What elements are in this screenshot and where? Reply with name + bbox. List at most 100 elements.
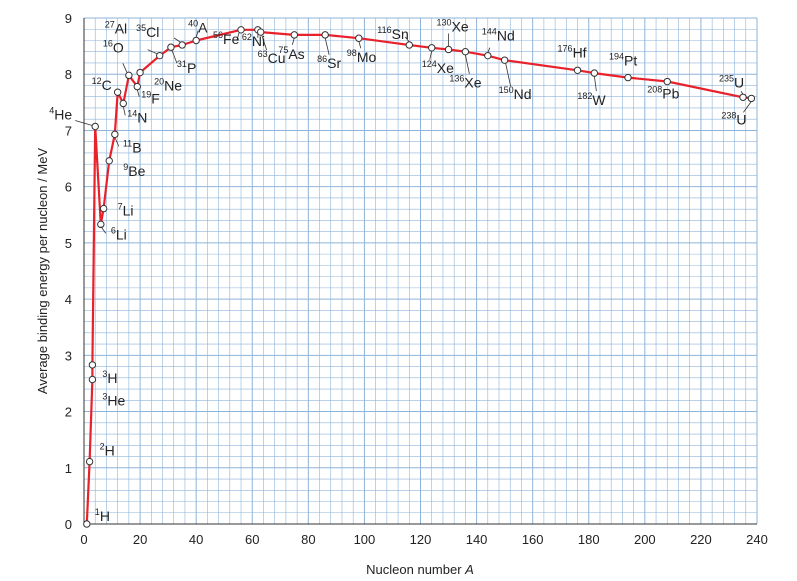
leader-line [261,34,268,51]
mass-number: 2 [100,442,105,452]
element-symbol: Nd [514,86,532,102]
leader-line [593,76,597,92]
mass-number: 144 [482,27,497,37]
mass-number: 235 [719,73,734,83]
x-tick-label: 40 [189,532,203,547]
element-symbol: Sr [327,55,341,71]
leader-line [505,63,512,87]
element-symbol: U [736,111,746,127]
data-point-86-sr [321,31,329,39]
nuclide-label-14-n: 14N [127,108,147,125]
data-point-238-u [747,94,756,103]
element-symbol: P [187,60,196,76]
data-point-75-as [290,31,299,39]
data-point-235-u [739,93,747,101]
mass-number: 3 [102,392,107,402]
nuclide-label-11-b: 11B [123,138,142,155]
y-tick-label: 0 [65,517,72,532]
mass-number: 11 [123,138,132,148]
nuclide-label-150-nd: 150Nd [499,85,532,102]
mass-number: 9 [123,162,128,172]
mass-number: 208 [647,85,662,95]
element-symbol: H [105,443,115,459]
x-axis-title: Nucleon number A [366,562,474,577]
mass-number: 19 [141,90,151,100]
element-symbol: Mo [357,49,377,65]
mass-number: 75 [278,45,288,55]
data-point-35-cl [178,41,186,49]
mass-number: 98 [347,48,357,58]
data-point-98-mo [355,34,363,42]
element-symbol: O [113,39,124,55]
element-symbol: F [151,91,160,107]
leader-line [147,49,157,55]
mass-number: 150 [499,85,514,95]
element-symbol: Pb [662,86,679,102]
mass-number: 35 [136,23,146,33]
data-point-194-pt [624,73,632,82]
nuclide-label-75-as: 75As [278,45,304,62]
leader-line [358,41,362,49]
mass-number: 130 [437,17,452,27]
nuclide-label-12-c: 12C [92,76,112,93]
y-tick-label: 4 [65,292,72,307]
element-symbol: B [132,139,141,155]
data-point-19-f [133,82,141,91]
leader-line [464,54,470,74]
leader-line [487,47,491,53]
data-point-3-h [88,361,97,369]
mass-number: 56 [213,30,223,40]
data-point-31-p [167,43,175,51]
nuclide-label-98-mo: 98Mo [347,48,377,65]
y-tick-label: 5 [65,236,72,251]
data-point-12-c [113,88,122,96]
mass-number: 124 [422,59,437,69]
data-point-20-ne [136,68,144,77]
data-point-9-be [105,157,113,165]
nuclide-label-20-ne: 20Ne [154,77,182,94]
element-symbol: He [107,393,125,409]
x-tick-label: 80 [301,532,315,547]
element-symbol: Ne [164,78,182,94]
x-tick-label: 160 [522,532,544,547]
element-symbol: Ni [252,33,265,49]
y-tick-labels: 0 1 2 3 4 5 6 7 8 9 [65,11,72,532]
x-tick-label: 140 [466,532,488,547]
nuclide-label-31-p: 31P [177,59,196,76]
data-point-3-he [88,375,97,384]
x-tick-label: 0 [80,532,87,547]
leader-line [114,137,120,147]
element-symbol: Sn [392,26,409,42]
element-symbol: Al [115,21,127,37]
leader-line [75,120,93,126]
data-point-208-pb [663,77,671,86]
element-symbol: H [100,508,110,524]
nuclide-label-176-hf: 176Hf [558,43,587,60]
data-points [83,26,756,528]
element-symbol: C [102,77,112,93]
data-point-1-h [83,520,91,528]
element-symbol: Hf [573,44,587,60]
mass-number: 3 [102,369,107,379]
x-tick-label: 120 [410,532,432,547]
nuclide-label-3-h: 3H [102,369,117,386]
data-point-144-nd [484,51,492,60]
leader-line [404,36,410,43]
mass-number: 27 [105,20,115,30]
element-symbol: Fe [223,31,240,47]
data-point-4-he [91,122,99,131]
mass-number: 62 [242,32,252,42]
data-point-176-hf [573,66,582,74]
nuclide-label-9-be: 9Be [123,162,145,179]
nuclide-label-19-f: 19F [141,90,160,107]
nuclide-label-63-cu: 63Cu [258,49,286,66]
nuclide-label-208-pb: 208Pb [647,85,679,102]
x-tick-label: 60 [245,532,259,547]
element-symbol: Xe [437,60,454,76]
leader-line [173,37,181,43]
leader-line [236,32,240,40]
nuclide-label-124-xe: 124Xe [422,59,454,76]
x-tick-label: 100 [354,532,376,547]
nuclide-label-16-o: 16O [103,38,124,55]
